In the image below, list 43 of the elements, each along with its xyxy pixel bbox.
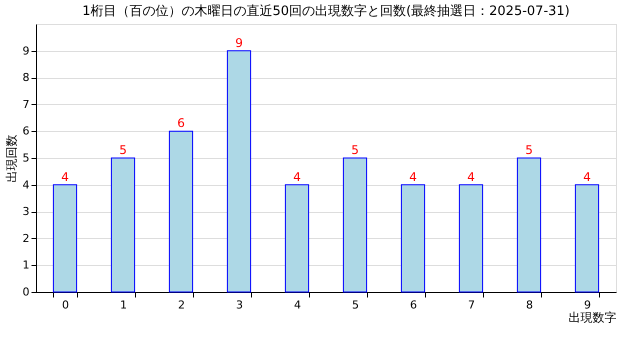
x-tick-label: 5 — [352, 298, 359, 312]
x-tick-label: 9 — [584, 298, 591, 312]
x-tick-label: 7 — [468, 298, 475, 312]
x-tick-label: 2 — [178, 298, 185, 312]
y-tick-label: 9 — [22, 44, 30, 58]
x-axis-title: 出現数字 — [568, 310, 616, 324]
bar — [110, 158, 136, 292]
y-axis-title: 出現回数 — [4, 134, 18, 182]
x-tick-label: 8 — [526, 298, 533, 312]
y-tick-label: 5 — [22, 152, 30, 164]
bar — [400, 184, 426, 292]
bar — [284, 184, 310, 292]
data-label: 5 — [119, 143, 127, 157]
x-tick-label: 6 — [410, 298, 417, 312]
chart-title: 1桁目（百の位）の木曜日の直近50回の出現数字と回数(最終抽選日：2025-07-31) — [82, 3, 570, 19]
y-tick-label: 0 — [22, 286, 30, 298]
y-tick-label: 4 — [22, 178, 30, 192]
y-tick-label: 7 — [22, 98, 30, 111]
x-tick-label: 0 — [62, 298, 69, 312]
x-tick-label: 1 — [120, 298, 127, 312]
data-label: 4 — [583, 170, 591, 184]
data-label: 4 — [61, 170, 69, 184]
y-tick-label: 2 — [22, 232, 30, 245]
x-tick-label: 4 — [294, 298, 301, 312]
y-tick-label: 3 — [22, 205, 30, 218]
data-label: 4 — [293, 170, 301, 184]
bar — [168, 130, 194, 292]
data-label: 5 — [525, 143, 533, 157]
data-label: 4 — [409, 170, 417, 184]
bar — [226, 50, 252, 292]
data-label: 6 — [177, 116, 185, 130]
bar — [342, 158, 368, 292]
bar — [458, 184, 484, 292]
bar — [52, 184, 78, 292]
bar — [516, 158, 542, 292]
data-label: 9 — [235, 36, 243, 50]
x-tick-label: 3 — [236, 298, 243, 312]
data-label: 5 — [351, 143, 359, 157]
data-label: 4 — [467, 170, 475, 184]
y-tick-label: 6 — [22, 124, 30, 138]
y-tick-label: 8 — [22, 71, 30, 84]
y-tick-label: 1 — [22, 258, 30, 272]
bar — [574, 184, 600, 292]
